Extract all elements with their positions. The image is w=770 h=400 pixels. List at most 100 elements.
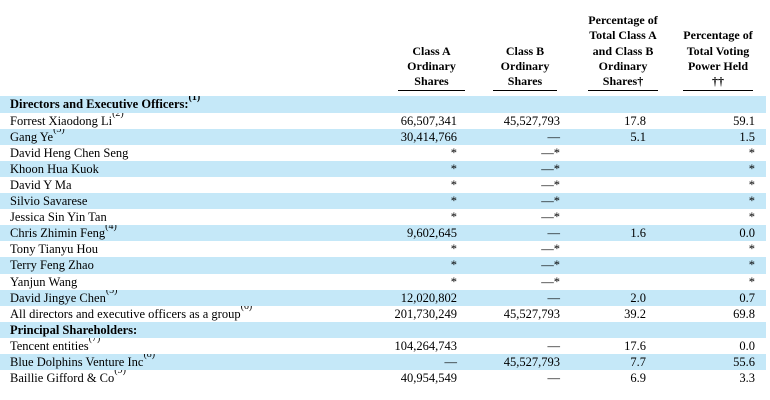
table-row: Directors and Executive Officers:(1) (0, 96, 766, 113)
shareholder-name: Tencent entities (10, 338, 89, 353)
class-a-shares-value: 12,020,802 (400, 290, 457, 305)
column-header-voting-power: Percentage of Total Voting Power Held †† (658, 0, 766, 96)
pct-total-shares-value: 7.7 (630, 354, 646, 369)
table-row: David Jingye Chen(5) 12,020,802 — 2.0 0.… (0, 289, 766, 306)
class-a-shares-value: * (450, 145, 457, 160)
class-a-shares-value: 201,730,249 (394, 306, 458, 321)
column-header-pct-total-label: Percentage of Total Class A and Class B … (588, 13, 658, 92)
column-header-class-a: Class A Ordinary Shares (388, 0, 465, 96)
pct-voting-power-value: * (748, 177, 755, 192)
pct-total-shares-value: 17.6 (624, 338, 646, 353)
column-header-pct-total: Percentage of Total Class A and Class B … (562, 0, 658, 96)
class-a-shares-value: * (450, 274, 457, 289)
footnote-ref: (2) (112, 112, 124, 119)
footnote-ref: (4) (105, 225, 117, 232)
table-row: Blue Dolphins Venture Inc(8) — 45,527,79… (0, 353, 766, 371)
shareholder-name-cell: Tencent entities(7) (0, 338, 388, 354)
pct-total-shares-value (562, 257, 658, 273)
table-header-row: Class A Ordinary Shares Class B Ordinary… (0, 0, 766, 96)
table-row: Tony Tianyu Hou * —* * (0, 241, 766, 257)
shareholder-name: Chris Zhimin Feng (10, 226, 106, 241)
shareholder-name: Khoon Hua Kuok (10, 161, 99, 176)
pct-voting-power-value: 69.8 (733, 306, 755, 321)
shareholder-name-cell: Principal Shareholders: (0, 322, 388, 338)
class-b-shares-value: —* (541, 210, 560, 225)
class-a-shares-value: 9,602,645 (407, 226, 457, 241)
shareholder-name-cell: David Jingye Chen(5) (0, 290, 388, 306)
pct-total-shares-value: 2.0 (630, 290, 646, 305)
class-b-shares-value: —* (541, 145, 560, 160)
table-header: Class A Ordinary Shares Class B Ordinary… (0, 0, 766, 96)
class-a-shares-value: * (450, 177, 457, 192)
pct-total-shares-value: 5.1 (630, 129, 646, 144)
shareholder-name-cell: David Heng Chen Seng (0, 145, 388, 161)
pct-voting-power-value: * (748, 161, 755, 176)
pct-total-shares-value (562, 209, 658, 225)
pct-total-shares-value (562, 322, 658, 338)
pct-voting-power-value: * (748, 210, 755, 225)
class-b-shares-value: —* (541, 161, 560, 176)
table-row: Tencent entities(7) 104,264,743 — 17.6 0… (0, 338, 766, 354)
class-a-shares-value: 40,954,549 (400, 371, 457, 386)
pct-voting-power-value: 0.0 (739, 226, 755, 241)
pct-voting-power-value: 1.5 (739, 129, 755, 144)
shareholder-name: Baillie Gifford & Co (10, 371, 115, 386)
column-header-class-a-label: Class A Ordinary Shares (398, 44, 465, 92)
footnote-ref: (7) (88, 337, 101, 345)
shareholder-name: Gang Ye (10, 129, 54, 144)
pct-voting-power-value: 0.7 (739, 290, 755, 305)
class-b-shares-value: — (547, 129, 561, 144)
table-row: Silvio Savarese * —* * (0, 193, 766, 210)
pct-total-shares-value (562, 145, 658, 161)
class-b-shares-value: — (547, 338, 561, 353)
table-row: Terry Feng Zhao * —* * (0, 257, 766, 274)
table-row: Yanjun Wang * —* * (0, 274, 766, 290)
class-b-shares-value: —* (541, 258, 560, 273)
table-row: Jessica Sin Yin Tan * —* * (0, 209, 766, 225)
class-a-shares-value: — (444, 354, 458, 369)
pct-total-shares-value: 1.6 (630, 226, 646, 241)
class-a-shares-value: * (450, 194, 457, 209)
shareholder-name: Tony Tianyu Hou (10, 242, 99, 257)
shareholder-name-cell: Jessica Sin Yin Tan (0, 209, 388, 225)
footnote-ref: (6) (240, 305, 253, 313)
class-a-shares-value (388, 96, 465, 112)
pct-voting-power-value: 0.0 (739, 338, 755, 353)
footnote-ref: (9) (114, 370, 126, 377)
pct-total-shares-value (562, 193, 658, 209)
class-b-shares-value: 45,527,793 (503, 354, 560, 369)
beneficial-ownership-table: Class A Ordinary Shares Class B Ordinary… (0, 0, 766, 386)
class-a-shares-value: 30,414,766 (400, 129, 457, 144)
shareholder-name-cell: Baillie Gifford & Co(9) (0, 370, 388, 386)
shareholder-name-cell: All directors and executive officers as … (0, 306, 388, 322)
shareholder-name-cell: Blue Dolphins Venture Inc(8) (0, 354, 388, 370)
pct-voting-power-value: 3.3 (739, 371, 755, 386)
table-row: David Heng Chen Seng * —* * (0, 145, 766, 161)
class-a-shares-value: * (450, 242, 457, 257)
shareholder-name-cell: David Y Ma (0, 177, 388, 193)
table-row: Baillie Gifford & Co(9) 40,954,549 — 6.9… (0, 370, 766, 386)
class-a-shares-value: * (450, 210, 457, 225)
shareholder-name: Principal Shareholders: (10, 322, 138, 337)
footnote-ref: (3) (53, 128, 65, 136)
table-row: Principal Shareholders: (0, 321, 766, 338)
class-b-shares-value: 45,527,793 (503, 306, 560, 321)
table-row: All directors and executive officers as … (0, 306, 766, 322)
pct-voting-power-value (658, 322, 766, 338)
pct-voting-power-value: 55.6 (733, 354, 755, 369)
shareholder-name: David Y Ma (10, 177, 72, 192)
shareholder-name-cell: Yanjun Wang (0, 274, 388, 290)
shareholder-name: Blue Dolphins Venture Inc (10, 354, 144, 369)
table-body: Directors and Executive Officers:(1) For… (0, 96, 766, 386)
table-row: Forrest Xiaodong Li(2) 66,507,341 45,527… (0, 113, 766, 129)
shareholder-name: All directors and executive officers as … (10, 306, 241, 321)
class-b-shares-value: — (547, 371, 561, 386)
class-b-shares-value (465, 96, 562, 112)
footnote-ref: (1) (188, 96, 201, 103)
shareholder-name: Jessica Sin Yin Tan (10, 210, 107, 225)
column-header-class-b: Class B Ordinary Shares (465, 0, 562, 96)
shareholder-name-cell: Tony Tianyu Hou (0, 241, 388, 257)
shareholder-name: David Jingye Chen (10, 290, 106, 305)
pct-total-shares-value (562, 161, 658, 177)
column-header-voting-power-label: Percentage of Total Voting Power Held †† (683, 28, 753, 92)
